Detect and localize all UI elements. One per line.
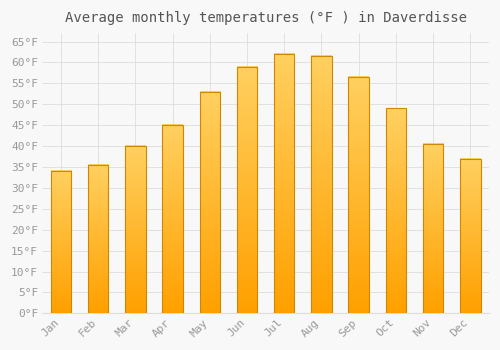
Bar	[311, 56, 332, 313]
Bar	[125, 146, 146, 313]
Bar	[348, 77, 369, 313]
Title: Average monthly temperatures (°F ) in Daverdisse: Average monthly temperatures (°F ) in Da…	[64, 11, 466, 25]
Bar	[50, 171, 71, 313]
Bar	[88, 165, 108, 313]
Bar	[200, 92, 220, 313]
Bar	[460, 159, 480, 313]
Bar	[386, 108, 406, 313]
Bar	[274, 54, 294, 313]
Bar	[162, 125, 183, 313]
Bar	[423, 144, 444, 313]
Bar	[236, 66, 257, 313]
